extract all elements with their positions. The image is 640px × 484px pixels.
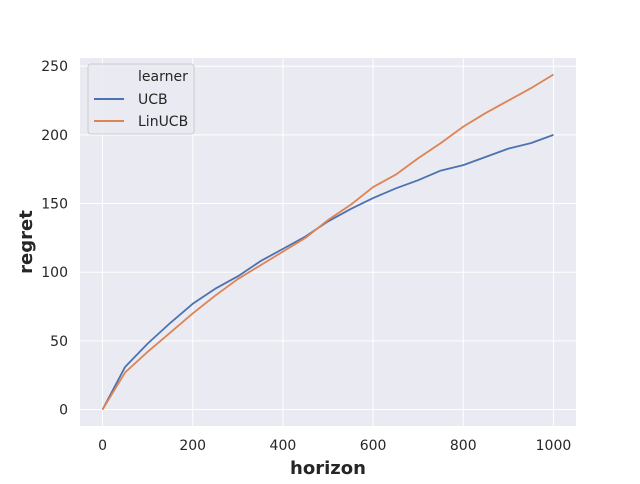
legend: learner UCB LinUCB [87, 63, 195, 135]
x-tick-label: 800 [450, 438, 477, 454]
y-tick-label: 100 [41, 265, 68, 281]
grid-lines [80, 58, 576, 426]
legend-box [87, 63, 195, 135]
y-axis-label: regret [16, 210, 37, 274]
x-tick-label: 600 [360, 438, 387, 454]
y-tick-label: 0 [59, 403, 68, 419]
y-tick-label: 200 [41, 128, 68, 144]
legend-title: learner [138, 69, 188, 85]
tick-labels: 0 200 400 600 800 1000 0 50 100 150 200 250 [41, 59, 571, 454]
y-tick-label: 250 [41, 59, 68, 75]
x-tick-label: 200 [179, 438, 206, 454]
series-lines [101, 73, 554, 410]
legend-label-ucb: UCB [138, 92, 168, 108]
x-tick-label: 1000 [536, 438, 572, 454]
x-axis-label: horizon [290, 458, 366, 479]
x-tick-label: 400 [270, 438, 297, 454]
x-tick-label: 0 [98, 438, 107, 454]
series-line-linucb [101, 73, 554, 410]
legend-label-linucb: LinUCB [138, 114, 188, 130]
y-tick-label: 50 [50, 334, 68, 350]
series-line-ucb [101, 134, 554, 410]
y-tick-label: 150 [41, 197, 68, 213]
